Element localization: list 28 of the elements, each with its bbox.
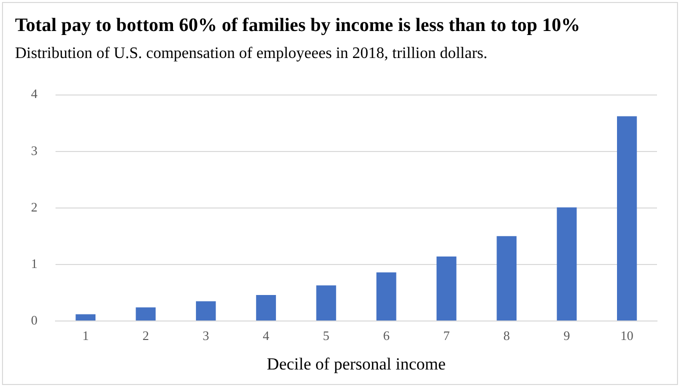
bar <box>76 314 96 320</box>
y-tick-label: 1 <box>31 256 38 271</box>
bar <box>376 272 396 320</box>
x-tick-label: 6 <box>383 328 390 344</box>
bar <box>617 116 637 320</box>
x-tick-label: 7 <box>443 328 450 344</box>
chart-title: Total pay to bottom 60% of families by income is less than to top 10% <box>15 15 580 37</box>
x-tick-label: 1 <box>82 328 89 344</box>
x-tick-label: 2 <box>142 328 149 344</box>
x-tick-label: 4 <box>262 328 270 344</box>
bar <box>256 294 276 320</box>
x-tick-label: 9 <box>564 328 570 344</box>
bar <box>436 256 456 320</box>
bar <box>556 207 577 320</box>
bar <box>196 301 216 320</box>
y-tick-label: 2 <box>31 199 38 214</box>
x-tick-label: 5 <box>322 328 330 344</box>
x-tick-label: 8 <box>503 328 510 344</box>
y-tick-label: 3 <box>31 142 38 158</box>
y-tick-label: 0 <box>31 312 38 328</box>
x-tick-label: 3 <box>202 328 210 344</box>
y-tick-label: 4 <box>31 86 38 102</box>
bar <box>316 285 336 320</box>
x-axis-title: Decile of personal income <box>266 354 446 374</box>
bar <box>496 236 517 320</box>
x-tick-label: 10 <box>620 328 634 344</box>
bar <box>136 307 156 320</box>
chart-subtitle: Distribution of U.S. compensation of employeees in 2018, trillion dollars. <box>15 45 488 63</box>
